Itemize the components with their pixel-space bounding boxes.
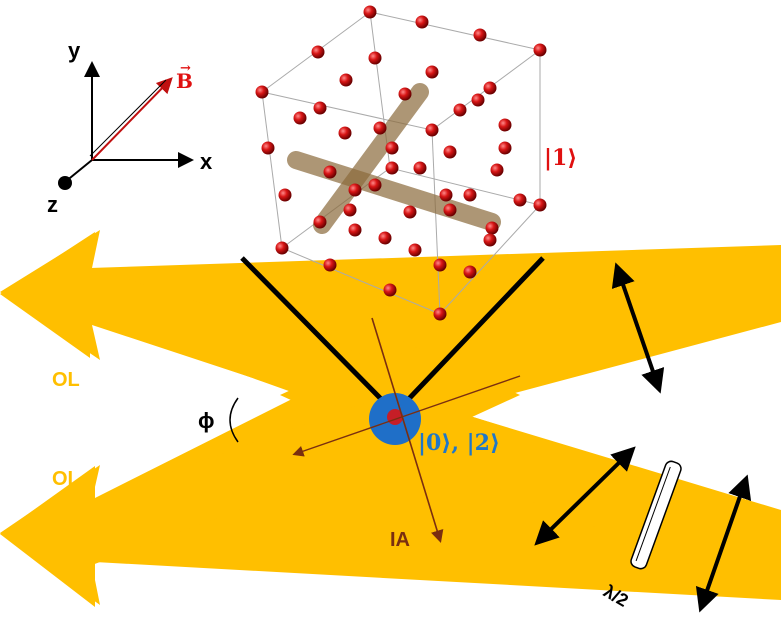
x-axis-label: x (200, 149, 213, 174)
lattice-sphere (513, 193, 527, 207)
lattice-sphere (490, 163, 504, 177)
field-axis-line (292, 375, 521, 457)
lattice-sphere (533, 43, 547, 57)
z-axis-label: z (47, 192, 58, 217)
polarization-arrow-upper (611, 262, 665, 394)
magnetic-field-vector-shadow (89, 79, 167, 157)
lattice-sphere (261, 141, 275, 155)
lattice-sphere (363, 5, 377, 19)
magnetic-field-vector-mark: → (180, 61, 191, 76)
lattice-sphere (483, 233, 497, 247)
lattice-sphere (255, 85, 269, 99)
lattice-sphere (433, 307, 447, 321)
lattice-sphere (348, 183, 362, 197)
lattice-sphere (378, 231, 392, 245)
lattice-sphere (443, 203, 457, 217)
lattice-sphere (373, 121, 387, 135)
lattice-sphere (313, 101, 327, 115)
lattice-sphere (339, 73, 353, 87)
lattice-sphere (368, 178, 382, 192)
lattice-sphere (485, 221, 499, 235)
lattice-sphere (368, 51, 382, 65)
beam-angle-label: ϕ (198, 408, 215, 433)
lattice-spheres (255, 5, 547, 321)
lattice-sphere (385, 161, 399, 175)
lattice-sphere (398, 87, 412, 101)
lattice-sphere (463, 188, 477, 202)
lattice-sphere (408, 243, 422, 257)
coordinate-axes (58, 61, 194, 190)
objective-right-line (400, 256, 545, 408)
lattice-sphere (533, 198, 547, 212)
angle-arc (229, 397, 239, 443)
lattice-sphere (425, 65, 439, 79)
lattice-sphere (275, 241, 289, 255)
lattice-sphere (311, 45, 325, 59)
tube-diagonal (313, 83, 429, 234)
lattice-sphere (498, 118, 512, 132)
lattice-sphere (453, 103, 467, 117)
lattice-sphere (498, 141, 512, 155)
half-wave-plate (630, 460, 682, 570)
y-axis-label: y (68, 38, 81, 63)
lattice-sphere (293, 111, 307, 125)
lattice-sphere (425, 123, 439, 137)
lattice-sphere (383, 283, 397, 297)
polarization-arrow-lower-right (695, 474, 752, 613)
polarization-arrow-lower-left (534, 446, 636, 546)
lattice-sphere (323, 258, 337, 272)
lower-beam-label: OL (52, 468, 80, 490)
lattice-sphere (338, 126, 352, 140)
lattice-sphere (278, 188, 292, 202)
lattice-sphere (463, 265, 477, 279)
imaging-axis-line (371, 317, 444, 544)
lattice-sphere (415, 15, 429, 29)
objective-left-line (240, 256, 390, 408)
lattice-sphere (403, 205, 417, 219)
magnetic-field-label: B (176, 69, 193, 93)
upper-beam-label: OL (52, 369, 80, 391)
lattice-state-label: |1⟩ (544, 145, 577, 171)
lattice-sphere (439, 188, 453, 202)
lattice-sphere (343, 203, 357, 217)
magnetic-field-vector (91, 77, 173, 161)
lattice-cube (255, 5, 547, 321)
lattice-sphere (473, 28, 487, 42)
lattice-sphere (323, 165, 337, 179)
z-axis-head (58, 176, 72, 190)
lattice-sphere (443, 145, 457, 159)
lattice-sphere (313, 215, 327, 229)
lattice-sphere (483, 81, 497, 95)
lattice-sphere (471, 93, 485, 107)
imaging-axis-label: IA (390, 529, 410, 551)
lattice-sphere (433, 258, 447, 272)
lattice-sphere (385, 141, 399, 155)
atom-state-label: |0⟩, |2⟩ (418, 430, 500, 456)
lattice-sphere (413, 161, 427, 175)
lower-beam (0, 395, 781, 607)
lattice-sphere (348, 223, 362, 237)
